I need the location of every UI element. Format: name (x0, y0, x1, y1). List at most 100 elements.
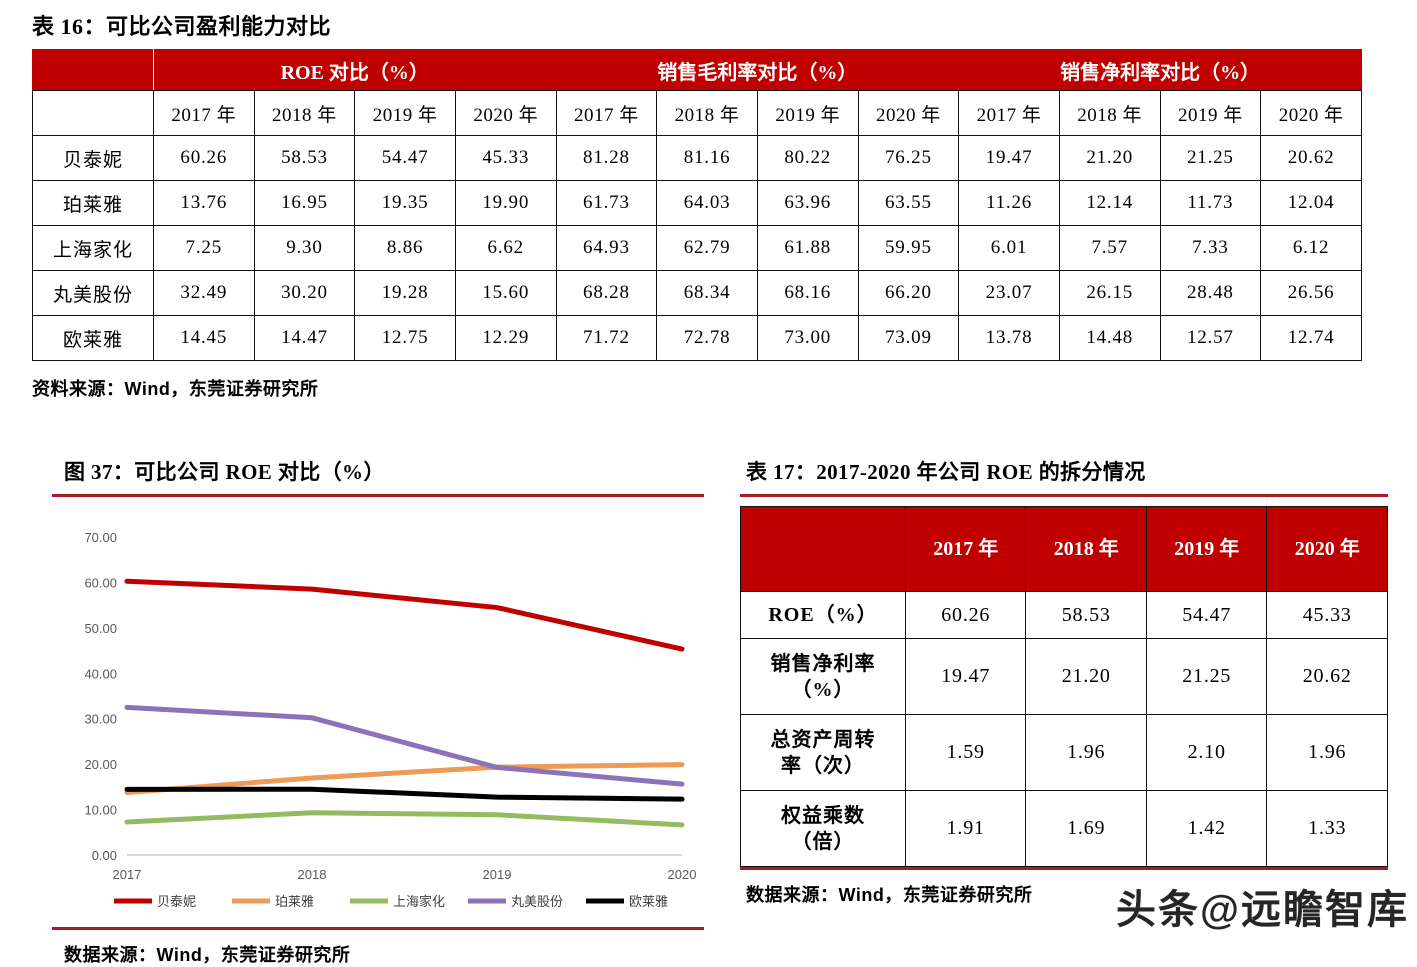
chart-x-tick-0: 2017 (113, 867, 142, 882)
table16-cell-r2-c3: 6.62 (454, 225, 557, 272)
table17-row-label-3: 权益乘数 （倍） (740, 790, 906, 868)
table16-block: 表 16：可比公司盈利能力对比 ROE 对比（%） 销售毛利率对比（%） 销售净利率… (32, 14, 1362, 401)
table16-cell-r4-c11: 12.74 (1260, 315, 1362, 362)
table16-source: 资料来源：Wind，东莞证券研究所 (32, 379, 319, 400)
figure37-panel: 图 37：可比公司 ROE 对比（%） 0.00 10.00 20.00 30.00 4… (52, 443, 704, 967)
table17-body: ROE（%） 60.26 58.53 54.47 45.33 销售净利率 （%） 19.47 2… (740, 591, 1388, 868)
table17-cell-r1-c0: 19.47 (904, 638, 1027, 716)
table16-year-header-3: 2020 年 (454, 90, 557, 137)
table16-year-header-11: 2020 年 (1260, 90, 1362, 137)
table16-cell-r2-c8: 6.01 (958, 225, 1060, 272)
table16-year-corner-cell (32, 90, 154, 137)
table16-cell-r1-c0: 13.76 (152, 180, 255, 227)
roe-line-chart: 0.00 10.00 20.00 30.00 40.00 50.00 60.00 70.00 … (52, 497, 704, 928)
table16-cell-r2-c0: 7.25 (152, 225, 255, 272)
table16-cell-r2-c10: 7.33 (1159, 225, 1262, 272)
table16-cell-r3-c0: 32.49 (152, 270, 255, 317)
chart-y-tick-3: 30.00 (84, 712, 117, 727)
table16-cell-r0-c2: 54.47 (354, 135, 456, 182)
table16-cell-r3-c4: 68.28 (555, 270, 658, 317)
table17-cell-r2-c2: 2.10 (1145, 714, 1268, 792)
table16-cell-r3-c1: 30.20 (253, 270, 356, 317)
table-row: 总资产周转 率（次） 1.59 1.96 2.10 1.96 (740, 714, 1388, 792)
table16-group-header-0: ROE 对比（%） (152, 49, 557, 92)
table16-cell-r3-c3: 15.60 (454, 270, 557, 317)
chart-y-tick-6: 60.00 (84, 576, 117, 591)
table16-cell-r4-c7: 73.09 (857, 315, 960, 362)
table16-row-label-3: 丸美股份 (32, 270, 154, 317)
figure37-title: 图 37：可比公司 ROE 对比（%） (64, 460, 385, 484)
table16-row-label-0: 贝泰妮 (32, 135, 154, 182)
table16-cell-r1-c3: 19.90 (454, 180, 557, 227)
table16-cell-r4-c10: 12.57 (1159, 315, 1262, 362)
table17-cell-r0-c2: 54.47 (1145, 591, 1268, 640)
table-row: 贝泰妮 60.26 58.53 54.47 45.33 81.28 81.16 80.22 76… (32, 135, 1362, 182)
table16-cell-r2-c1: 9.30 (253, 225, 356, 272)
table16-body: 贝泰妮 60.26 58.53 54.47 45.33 81.28 81.16 80.22 76… (32, 135, 1362, 362)
chart-line-series-0 (124, 578, 685, 652)
table16-cell-r3-c8: 23.07 (958, 270, 1060, 317)
table17-cell-r1-c3: 20.62 (1266, 638, 1388, 716)
table16-year-header-7: 2020 年 (857, 90, 960, 137)
table16-cell-r4-c9: 14.48 (1058, 315, 1161, 362)
chart-y-axis-labels: 0.00 10.00 20.00 30.00 40.00 50.00 60.00 70.00 (84, 530, 117, 863)
chart-x-axis-labels: 2017 2018 2019 2020 (113, 867, 697, 882)
table17-col-header-2: 2019 年 (1145, 506, 1268, 593)
table16-cell-r1-c11: 12.04 (1260, 180, 1362, 227)
chart-y-tick-0: 0.00 (92, 848, 117, 863)
table16-cell-r1-c8: 11.26 (958, 180, 1060, 227)
chart-line-series-4 (124, 787, 685, 802)
figure37-source: 数据来源：Wind，东莞证券研究所 (64, 945, 351, 966)
table16-cell-r1-c1: 16.95 (253, 180, 356, 227)
table16-head: ROE 对比（%） 销售毛利率对比（%） 销售净利率对比（%） 2017 年 2018… (32, 49, 1362, 137)
table16-cell-r0-c6: 80.22 (756, 135, 859, 182)
table16-corner-cell (32, 49, 154, 92)
table17-cell-r3-c3: 1.33 (1266, 790, 1388, 868)
table17-cell-r2-c3: 1.96 (1266, 714, 1388, 792)
table17-col-header-1: 2018 年 (1025, 506, 1147, 593)
table16-year-header-2: 2019 年 (354, 90, 456, 137)
table16-cell-r2-c11: 6.12 (1260, 225, 1362, 272)
table16-cell-r1-c5: 64.03 (656, 180, 758, 227)
table16-cell-r4-c2: 12.75 (354, 315, 456, 362)
table-row: 上海家化 7.25 9.30 8.86 6.62 64.93 62.79 61.88 59.95… (32, 225, 1362, 272)
chart-line-series-1 (124, 762, 685, 796)
table16-group-header-2: 销售净利率对比（%） (958, 49, 1362, 92)
table-row: 珀莱雅 13.76 16.95 19.35 19.90 61.73 64.03 63.96 63… (32, 180, 1362, 227)
table16-group-header-row: ROE 对比（%） 销售毛利率对比（%） 销售净利率对比（%） (32, 49, 1362, 92)
table17-cell-r1-c2: 21.25 (1145, 638, 1268, 716)
table-row: 销售净利率 （%） 19.47 21.20 21.25 20.62 (740, 638, 1388, 716)
table16: ROE 对比（%） 销售毛利率对比（%） 销售净利率对比（%） 2017 年 2018… (32, 49, 1362, 362)
table-row: 权益乘数 （倍） 1.91 1.69 1.42 1.33 (740, 790, 1388, 868)
chart-y-tick-5: 50.00 (84, 621, 117, 636)
table16-group-header-1: 销售毛利率对比（%） (555, 49, 960, 92)
table17-cell-r3-c0: 1.91 (904, 790, 1027, 868)
chart-legend-label-3: 丸美股份 (511, 894, 563, 909)
table16-cell-r3-c5: 68.34 (656, 270, 758, 317)
table16-cell-r3-c6: 68.16 (756, 270, 859, 317)
table-row: 欧莱雅 14.45 14.47 12.75 12.29 71.72 72.78 73.00 73… (32, 315, 1362, 362)
table16-cell-r4-c5: 72.78 (656, 315, 758, 362)
table16-cell-r3-c7: 66.20 (857, 270, 960, 317)
table16-cell-r4-c8: 13.78 (958, 315, 1060, 362)
table17-header-row: 2017 年 2018 年 2019 年 2020 年 (740, 506, 1388, 593)
table16-caption: 表 16：可比公司盈利能力对比 (32, 14, 332, 39)
table16-year-header-row: 2017 年 2018 年 2019 年 2020 年 2017 年 2018 年 2019… (32, 90, 1362, 137)
table16-year-header-6: 2019 年 (756, 90, 859, 137)
table17-row-label-0: ROE（%） (740, 591, 906, 640)
table16-cell-r4-c0: 14.45 (152, 315, 255, 362)
table17: 2017 年 2018 年 2019 年 2020 年 ROE（%） 60.26 58.5… (740, 506, 1388, 868)
table16-cell-r0-c1: 58.53 (253, 135, 356, 182)
chart-legend-label-0: 贝泰妮 (157, 894, 196, 909)
chart-legend: 贝泰妮 珀莱雅 上海家化 丸美股份 欧莱雅 (114, 894, 668, 909)
table-row: ROE（%） 60.26 58.53 54.47 45.33 (740, 591, 1388, 640)
chart-y-tick-1: 10.00 (84, 803, 117, 818)
table16-cell-r0-c9: 21.20 (1058, 135, 1161, 182)
table16-cell-r1-c7: 63.55 (857, 180, 960, 227)
table16-cell-r0-c3: 45.33 (454, 135, 557, 182)
table17-cell-r1-c1: 21.20 (1025, 638, 1147, 716)
table16-cell-r4-c3: 12.29 (454, 315, 557, 362)
table16-cell-r1-c2: 19.35 (354, 180, 456, 227)
table17-head: 2017 年 2018 年 2019 年 2020 年 (740, 506, 1388, 593)
chart-y-tick-2: 20.00 (84, 757, 117, 772)
